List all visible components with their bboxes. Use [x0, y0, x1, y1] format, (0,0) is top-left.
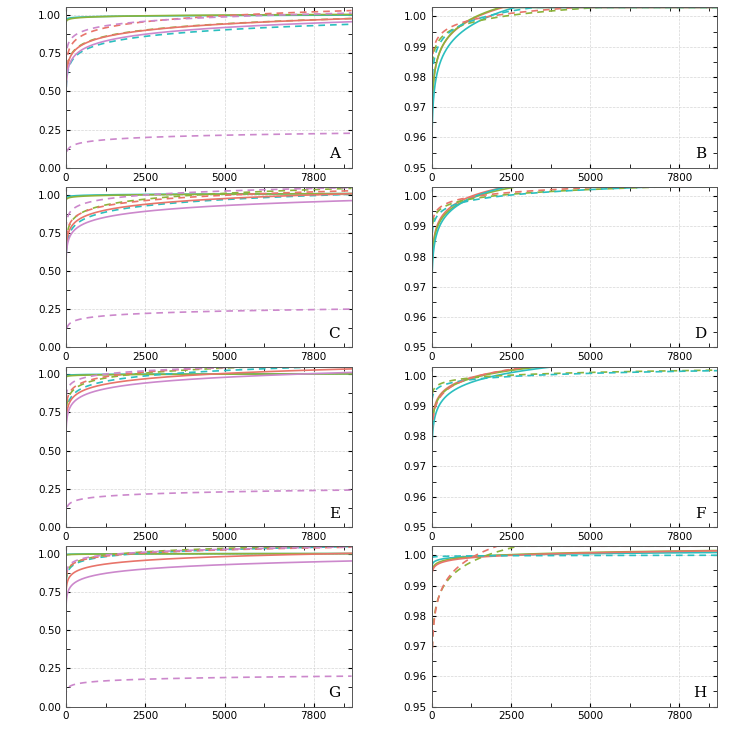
- Text: D: D: [694, 327, 706, 341]
- Text: F: F: [695, 506, 706, 520]
- Text: B: B: [695, 147, 706, 161]
- Text: G: G: [328, 686, 340, 700]
- Text: C: C: [329, 327, 340, 341]
- Text: E: E: [329, 506, 340, 520]
- Text: A: A: [329, 147, 340, 161]
- Text: H: H: [692, 686, 706, 700]
